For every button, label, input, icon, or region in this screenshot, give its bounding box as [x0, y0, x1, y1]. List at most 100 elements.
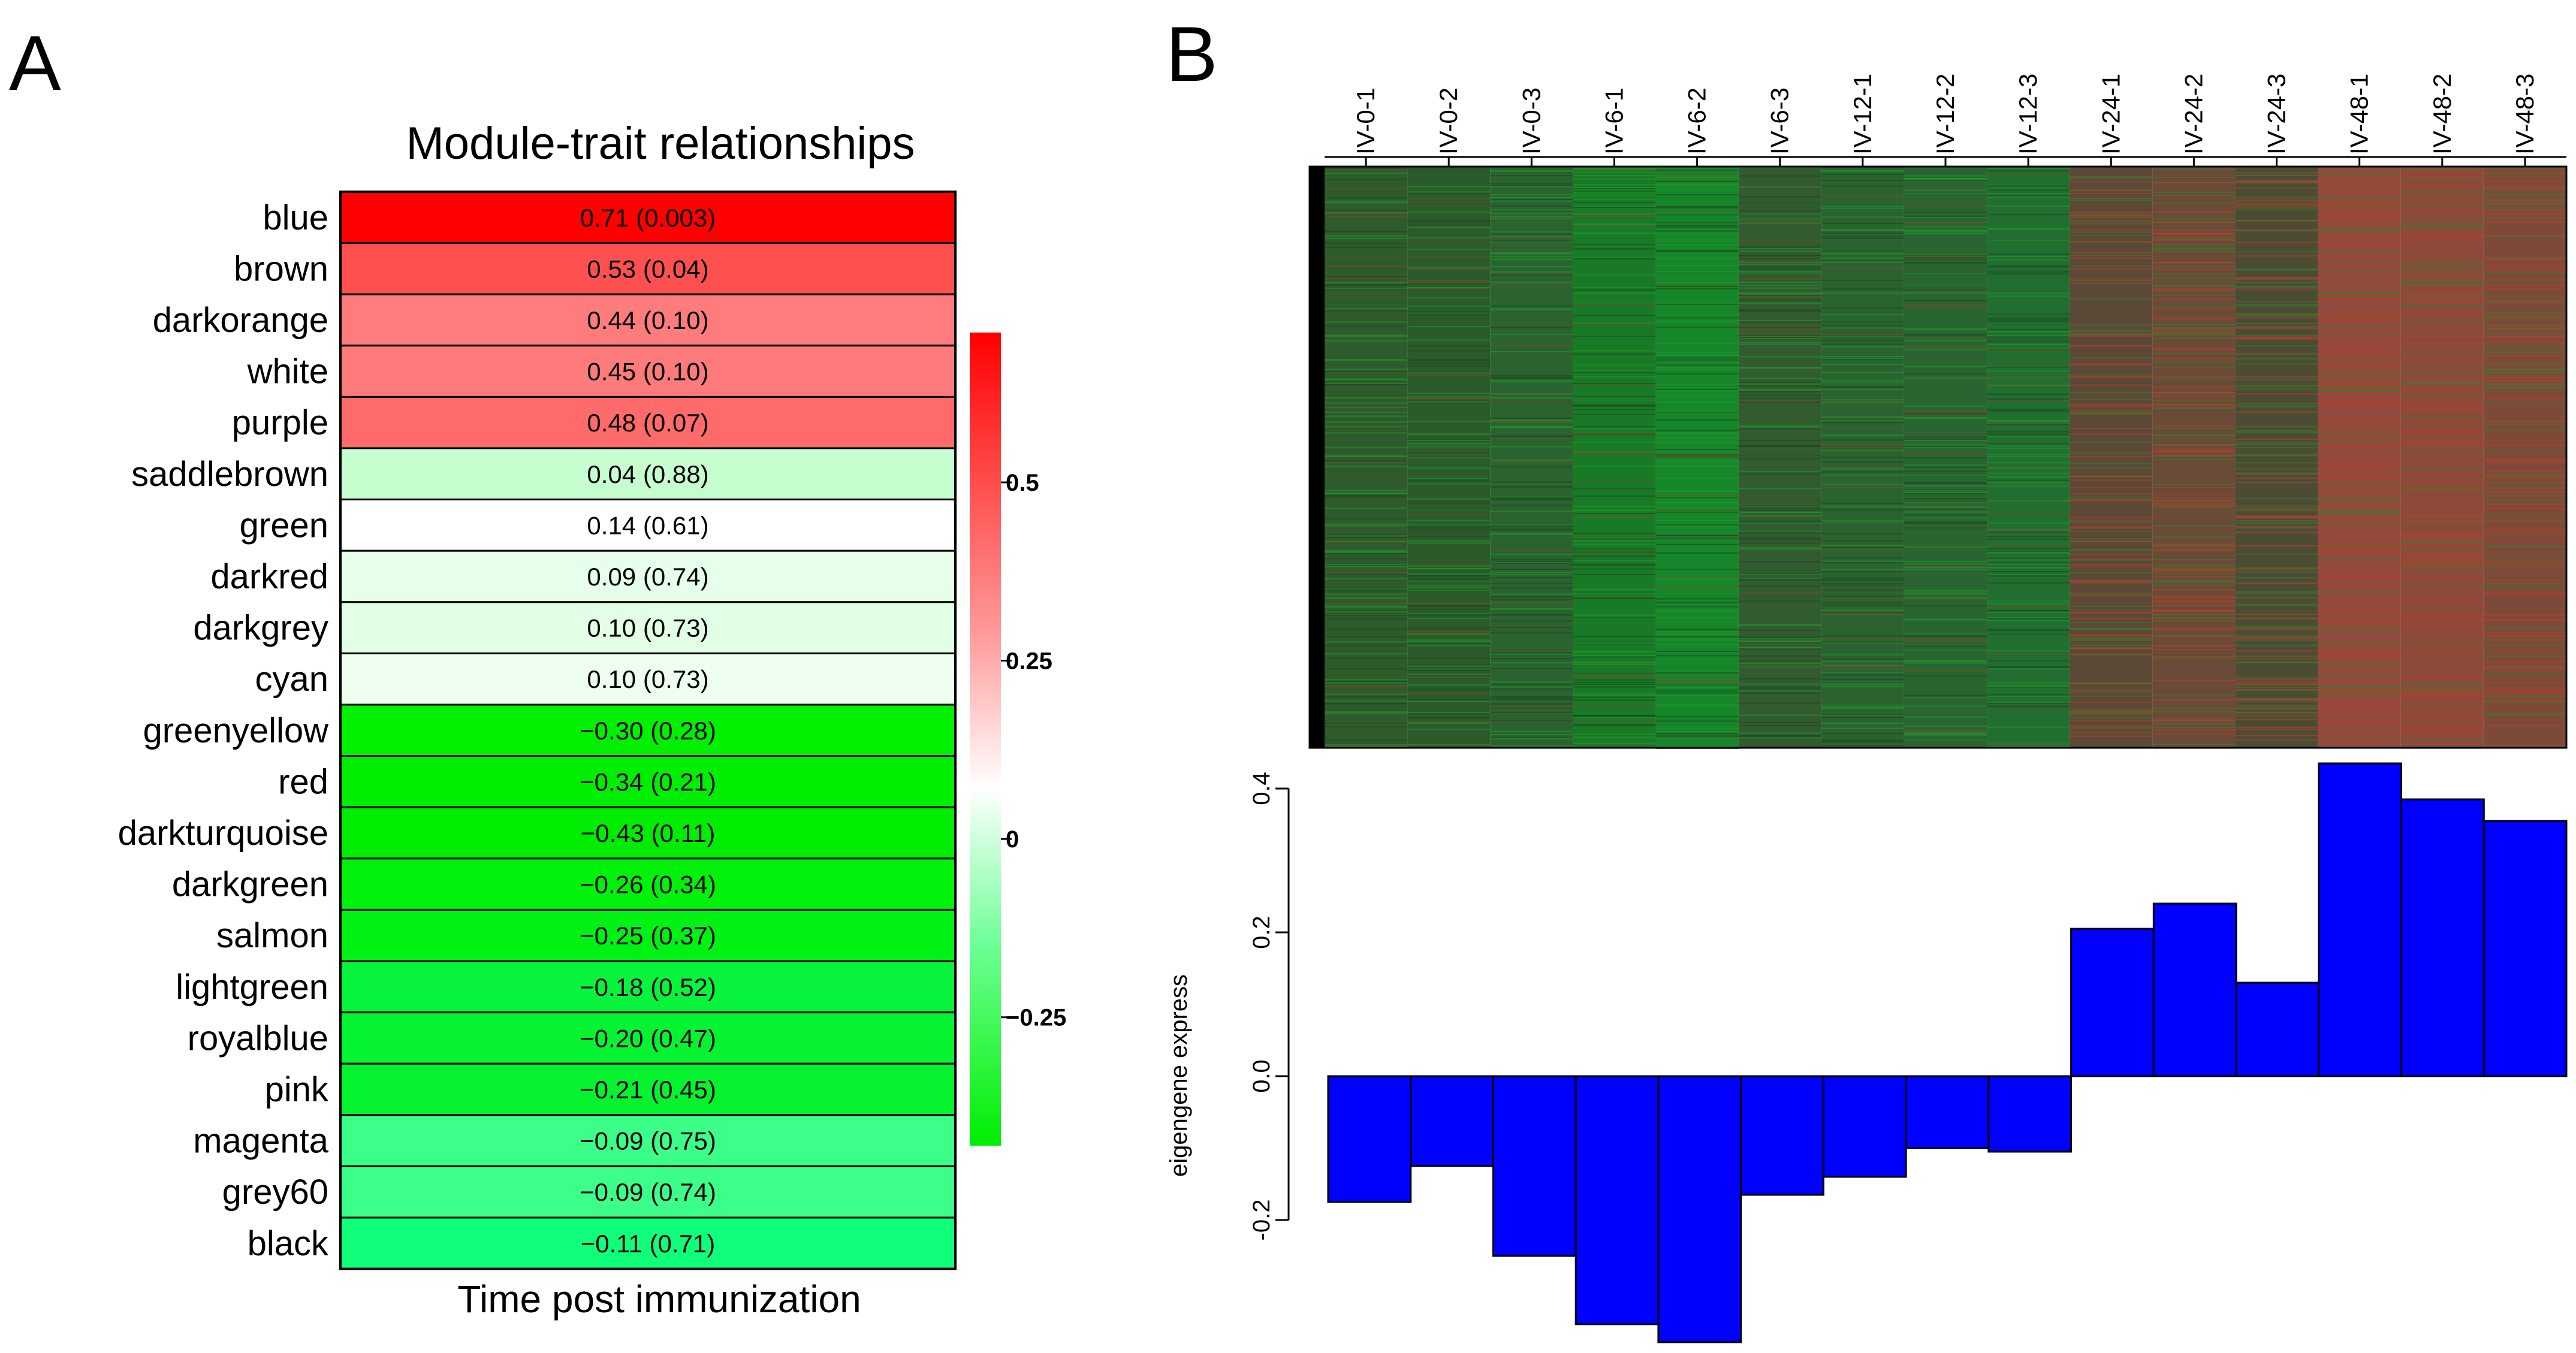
- heatmap-stripe: [1655, 234, 1739, 235]
- heatmap-stripe: [1655, 258, 1739, 259]
- heatmap-stripe: [1987, 432, 2070, 434]
- heatmap-stripe: [2152, 445, 2236, 447]
- heatmap-stripe: [1738, 425, 1821, 427]
- heatmap-stripe: [1407, 287, 1491, 289]
- heatmap-stripe: [1573, 383, 1656, 385]
- heatmap-stripe: [1738, 692, 1821, 694]
- heatmap-stripe: [2070, 479, 2153, 481]
- heatmap-stripe: [1904, 216, 1987, 218]
- heatmap-stripe: [1904, 619, 1987, 621]
- heatmap-stripe: [1821, 446, 1904, 448]
- heatmap-stripe: [1738, 440, 1821, 442]
- heatmap-stripe: [2070, 221, 2153, 222]
- heatmap-stripe: [2318, 620, 2401, 621]
- heatmap-stripe: [1904, 734, 1987, 736]
- heatmap-stripe: [2400, 625, 2484, 627]
- module-label-darkturquoise: darkturquoise: [118, 814, 328, 853]
- heatmap-stripe: [2483, 632, 2566, 633]
- heatmap-stripe: [1655, 466, 1739, 467]
- heatmap-stripe: [2318, 404, 2401, 406]
- heatmap-stripe: [1987, 742, 2070, 744]
- heatmap-stripe: [1325, 407, 1408, 409]
- heatmap-stripe: [1904, 366, 1987, 367]
- y-tick-label: 0.4: [1248, 772, 1275, 805]
- sample-label-IV-12-2: IV-12-2: [1931, 74, 1959, 155]
- heatmap-stripe: [1490, 235, 1573, 237]
- heatmap-stripe: [2483, 714, 2566, 715]
- heatmap-stripe: [1490, 481, 1573, 483]
- heatmap-stripe: [1490, 703, 1573, 705]
- heatmap-stripe: [2400, 539, 2484, 541]
- module-label-grey60: grey60: [222, 1173, 328, 1212]
- heatmap-stripe: [2400, 386, 2484, 388]
- heatmap-stripe: [1738, 732, 1821, 734]
- heatmap-stripe: [1490, 194, 1573, 195]
- heatmap-stripe: [2400, 555, 2484, 557]
- heatmap-stripe: [1490, 417, 1573, 419]
- heatmap-stripe: [2070, 605, 2153, 607]
- heatmap-stripe: [2070, 717, 2153, 719]
- heatmap-stripe: [2070, 498, 2153, 500]
- heatmap-stripe: [1904, 593, 1987, 595]
- heatmap-stripe: [1490, 327, 1573, 329]
- heatmap-stripe: [1738, 592, 1821, 594]
- heatmap-stripe: [1904, 457, 1987, 459]
- heatmap-stripe: [1573, 479, 1656, 481]
- heatmap-stripe: [1987, 603, 2070, 605]
- heatmap-stripe: [2483, 627, 2566, 629]
- heatmap-stripe: [1738, 272, 1821, 274]
- heatmap-stripe: [1738, 261, 1821, 263]
- heatmap-stripe: [2235, 406, 2318, 407]
- heatmap-stripe: [2070, 530, 2153, 532]
- heatmap-stripe: [2070, 329, 2153, 331]
- heatmap-stripe: [1490, 529, 1573, 531]
- heatmap-stripe: [1987, 321, 2070, 322]
- heatmap-stripe: [2235, 686, 2318, 688]
- heatmap-stripe: [2152, 294, 2236, 296]
- heatmap-stripe: [1573, 573, 1656, 575]
- heatmap-stripe: [2483, 267, 2566, 268]
- cell-value-salmon: −0.25 (0.37): [580, 922, 716, 950]
- heatmap-stripe: [2400, 584, 2484, 585]
- heatmap-stripe: [1821, 185, 1904, 187]
- heatmap-stripe: [1407, 359, 1491, 361]
- heatmap-stripe: [2152, 233, 2236, 235]
- heatmap-stripe: [1738, 683, 1821, 685]
- heatmap-stripe: [1490, 652, 1573, 654]
- heatmap-stripe: [2400, 342, 2484, 344]
- heatmap-stripe: [2235, 605, 2318, 606]
- heatmap-stripe: [1738, 537, 1821, 539]
- heatmap-stripe: [1904, 662, 1987, 664]
- heatmap-stripe: [1987, 383, 2070, 385]
- heatmap-stripe: [2235, 220, 2318, 222]
- heatmap-stripe: [1821, 684, 1904, 685]
- heatmap-stripe: [1490, 599, 1573, 600]
- heatmap-stripe: [1490, 602, 1573, 603]
- heatmap-cell-black: [339, 1216, 957, 1270]
- heatmap-stripe: [1325, 370, 1408, 372]
- heatmap-stripe: [2483, 312, 2566, 314]
- heatmap-stripe: [2318, 239, 2401, 241]
- heatmap-stripe: [1407, 638, 1491, 640]
- heatmap-stripe: [2152, 458, 2236, 460]
- heatmap-stripe: [2483, 475, 2566, 476]
- heatmap-stripe: [2318, 351, 2401, 353]
- heatmap-stripe: [1738, 196, 1821, 198]
- heatmap-stripe: [1407, 312, 1491, 314]
- heatmap-column-IV-48-2: [2400, 167, 2484, 748]
- heatmap-stripe: [2318, 487, 2401, 488]
- heatmap-stripe: [2235, 553, 2318, 555]
- heatmap-stripe: [1987, 531, 2070, 533]
- heatmap-stripe: [2483, 203, 2566, 205]
- heatmap-stripe: [2318, 427, 2401, 428]
- heatmap-stripe: [1655, 170, 1739, 171]
- heatmap-stripe: [1655, 494, 1739, 496]
- heatmap-stripe: [2070, 520, 2153, 521]
- heatmap-stripe: [2318, 348, 2401, 349]
- heatmap-stripe: [1407, 478, 1491, 479]
- heatmap-stripe: [1325, 179, 1408, 180]
- heatmap-stripe: [1738, 521, 1821, 523]
- heatmap-stripe: [1987, 533, 2070, 534]
- heatmap-stripe: [1738, 385, 1821, 386]
- heatmap-stripe: [2235, 388, 2318, 390]
